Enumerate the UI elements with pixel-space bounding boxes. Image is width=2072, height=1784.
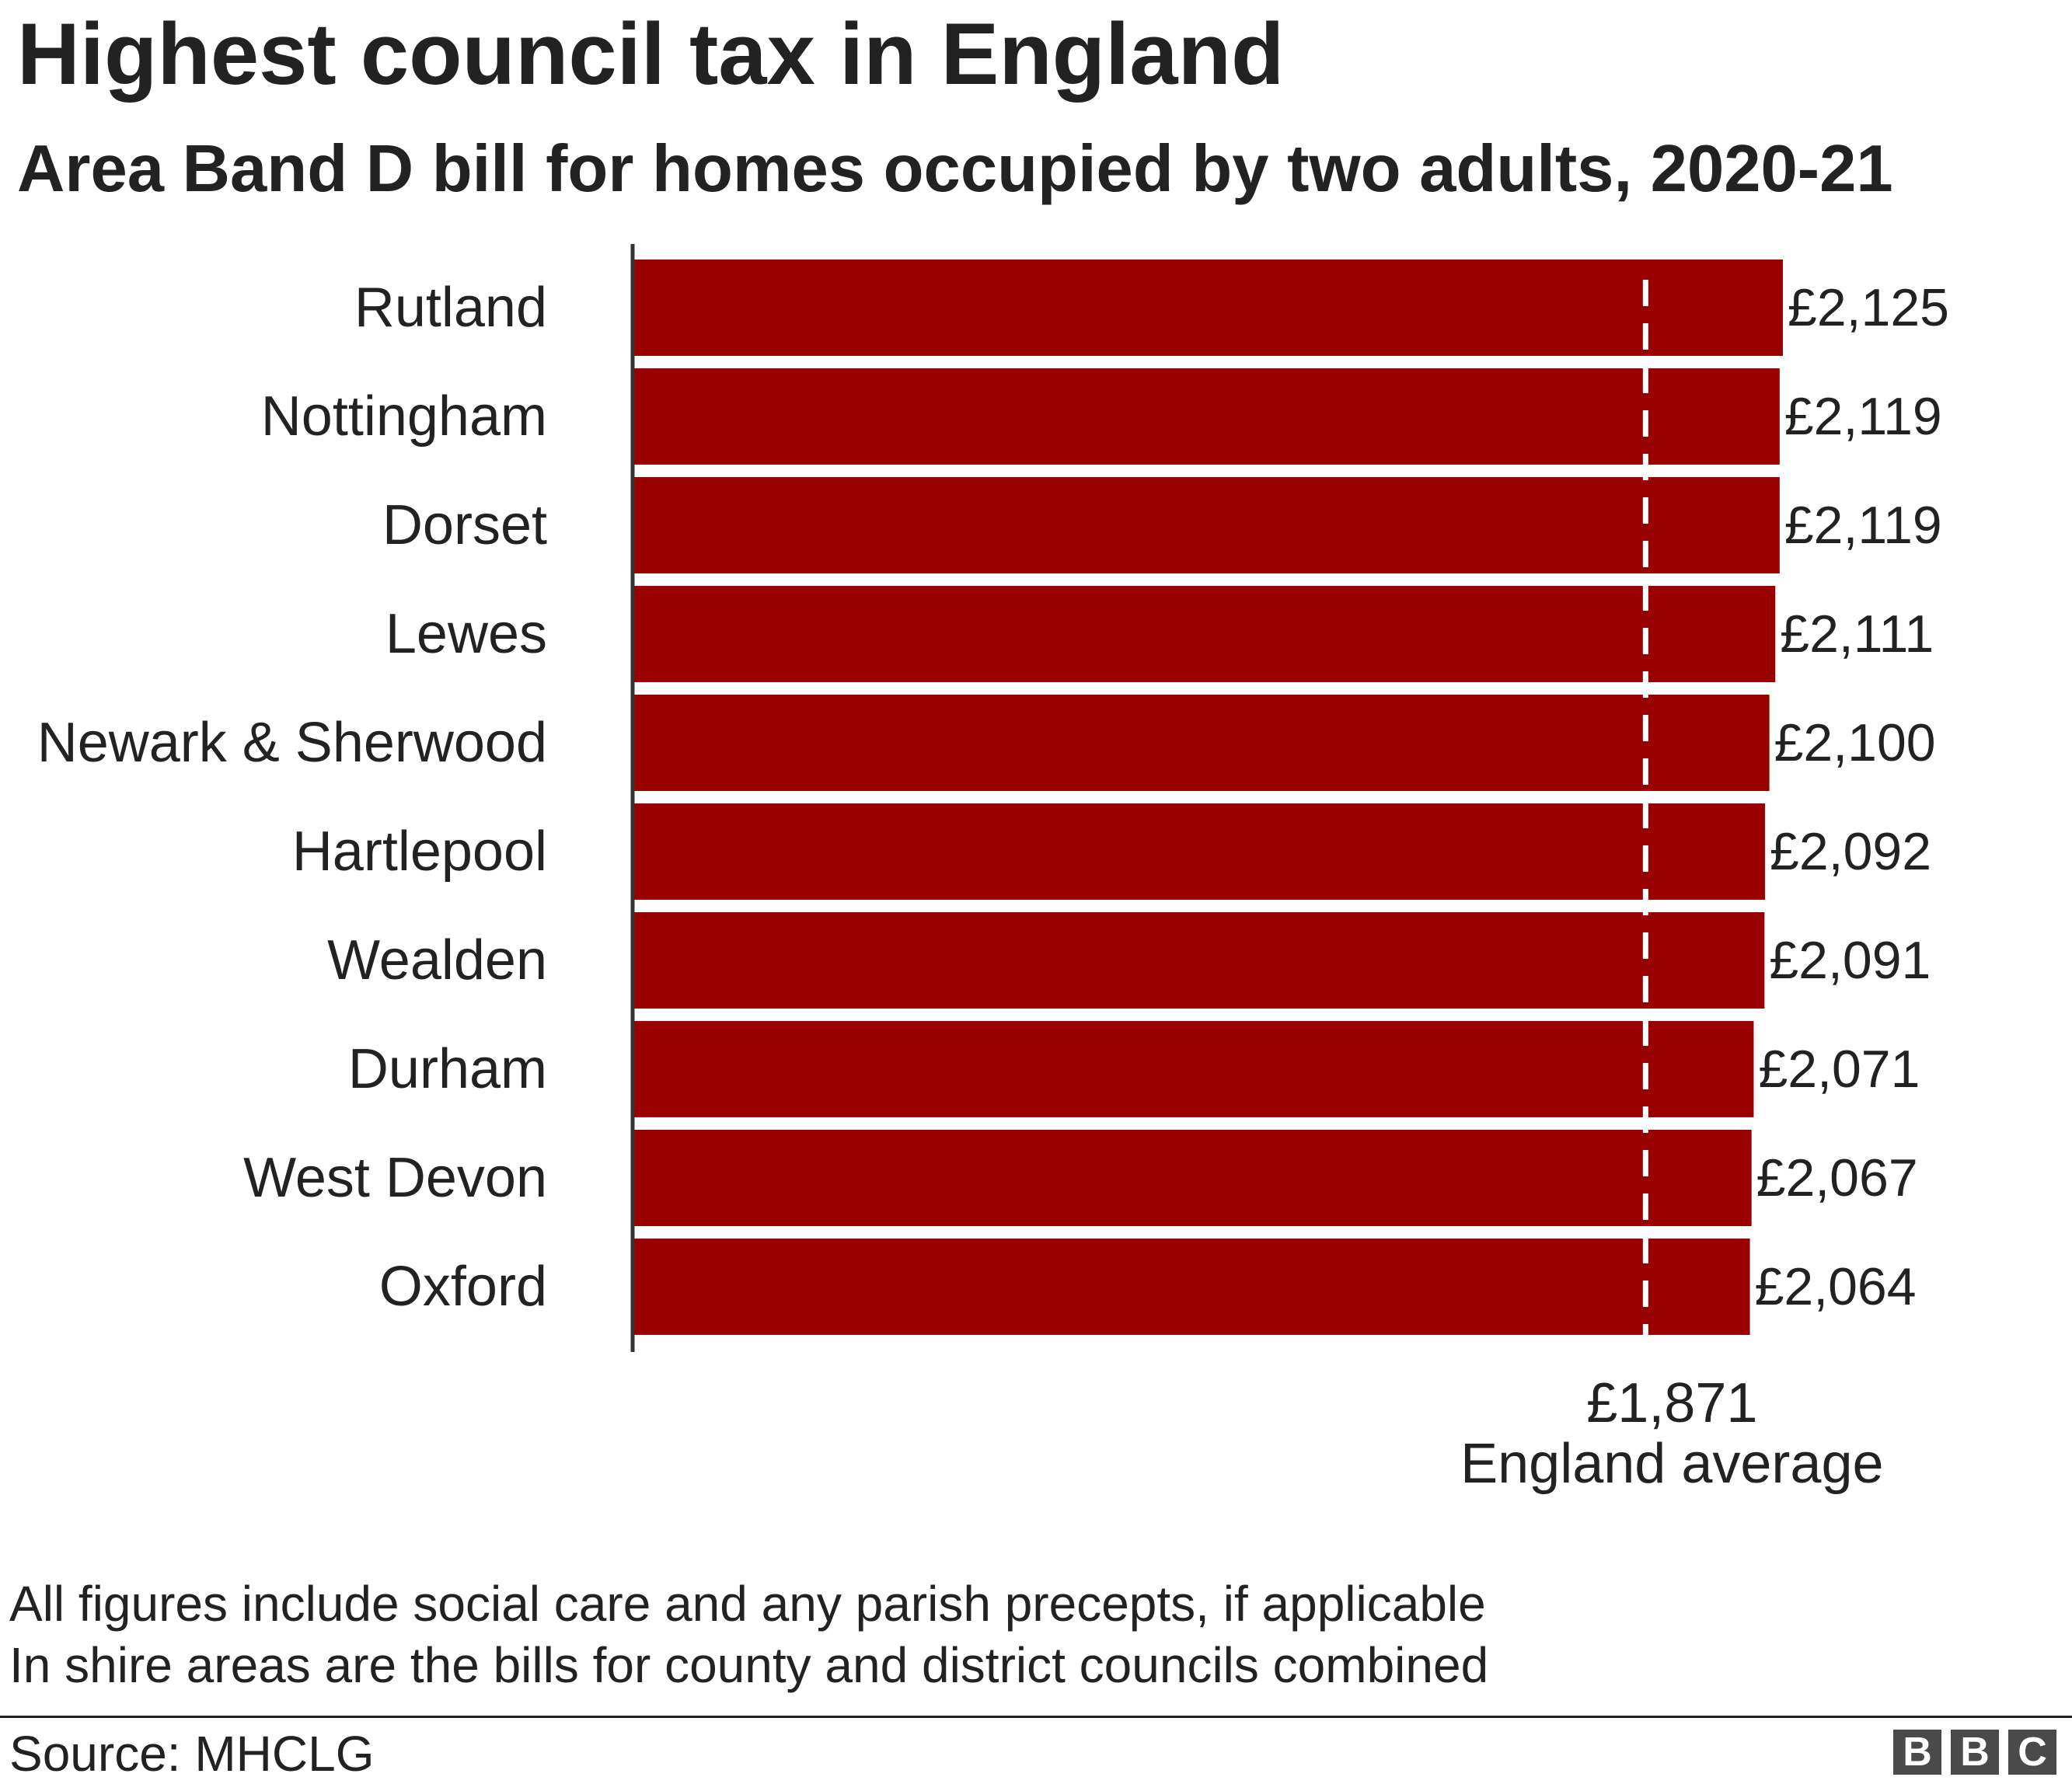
bar-rutland (634, 260, 1783, 356)
bar-chart: Rutland Nottingham Dorset Lewes Newark & She… (37, 244, 1949, 1495)
value-label: £2,071 (1758, 1040, 1920, 1099)
value-labels: £2,125 £2,119 £2,119 £2,111 £2,100 £2,092 £2,0… (1755, 278, 1949, 1316)
value-label: £2,091 (1769, 931, 1931, 990)
source-note: Source: MHCLG (9, 1726, 375, 1782)
chart-subtitle: Area Band D bill for homes occupied by t… (17, 132, 1893, 206)
value-label: £2,100 (1774, 713, 1936, 772)
footnote-2: In shire areas are the bills for county … (9, 1637, 1489, 1693)
chart-title: Highest council tax in England (17, 5, 1285, 103)
value-label: £2,125 (1788, 278, 1949, 337)
england-average-label: England average (1460, 1433, 1883, 1495)
bar-dorset (634, 477, 1780, 573)
category-label: Lewes (385, 603, 547, 665)
value-label: £2,111 (1780, 605, 1934, 664)
england-average-value-label: £1,871 (1586, 1372, 1757, 1434)
bar-wealden (634, 912, 1765, 1009)
bar-oxford (634, 1239, 1750, 1335)
category-label: Oxford (379, 1256, 547, 1318)
category-label: Newark & Sherwood (37, 712, 547, 774)
value-label: £2,064 (1755, 1257, 1917, 1316)
bar-hartlepool (634, 803, 1766, 900)
footer-divider (0, 1716, 2072, 1718)
category-label: Nottingham (261, 385, 547, 448)
category-label: Dorset (382, 494, 547, 556)
bbc-logo-letter: C (2008, 1730, 2056, 1775)
bar-nottingham (634, 368, 1780, 465)
category-label: Wealden (327, 929, 547, 991)
bars-group (634, 260, 1783, 1335)
bbc-logo-letter: B (1893, 1730, 1941, 1775)
value-label: £2,067 (1756, 1148, 1918, 1207)
bar-lewes (634, 586, 1776, 682)
bar-west-devon (634, 1130, 1752, 1226)
category-labels: Rutland Nottingham Dorset Lewes Newark & She… (37, 277, 547, 1318)
value-label: £2,119 (1784, 387, 1942, 446)
category-label: Durham (348, 1038, 547, 1100)
bbc-logo: B B C (1893, 1730, 2056, 1775)
category-label: Hartlepool (292, 821, 547, 883)
value-label: £2,119 (1784, 496, 1942, 555)
bar-newark-sherwood (634, 695, 1770, 791)
bar-durham (634, 1021, 1754, 1117)
value-label: £2,092 (1770, 822, 1931, 881)
bbc-logo-letter: B (1951, 1730, 1999, 1775)
category-label: Rutland (354, 277, 547, 339)
footnote-1: All figures include social care and any … (9, 1576, 1486, 1632)
category-label: West Devon (243, 1147, 547, 1209)
